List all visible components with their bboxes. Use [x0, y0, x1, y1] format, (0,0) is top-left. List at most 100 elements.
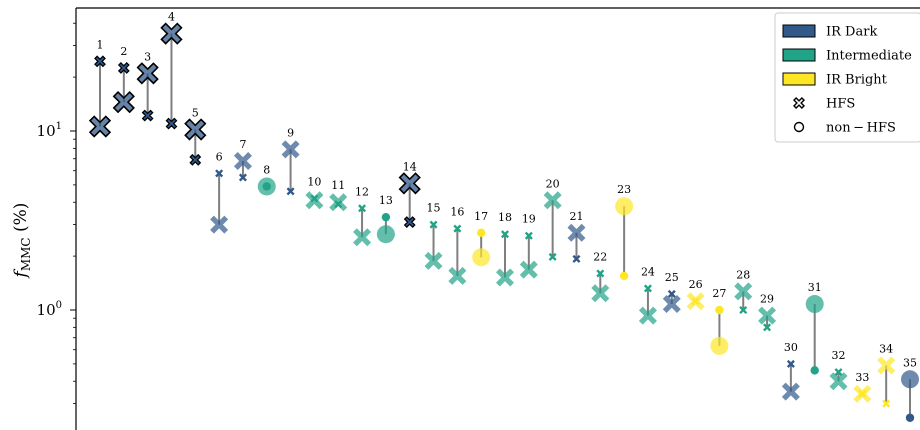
big-hfs-marker [184, 118, 207, 141]
big-hfs-marker [353, 228, 372, 247]
small-hfs-marker [548, 252, 557, 261]
point-label: 3 [144, 50, 151, 63]
point-label: 1 [97, 38, 104, 51]
point-label: 21 [569, 210, 583, 223]
data-point-6: 6 [210, 150, 229, 234]
data-point-24: 24 [638, 265, 657, 325]
big-nonhfs-marker [805, 295, 824, 314]
legend-label: non − HFS [826, 121, 896, 136]
point-label: 8 [263, 163, 270, 176]
big-hfs-marker [567, 223, 586, 242]
small-hfs-marker [117, 62, 130, 74]
small-nonhfs-marker [381, 212, 391, 222]
point-label: 4 [168, 11, 175, 24]
y-axis-label-unit: (%) [11, 203, 31, 238]
legend-hfs-icon [793, 97, 805, 109]
legend-swatch [782, 72, 816, 86]
big-hfs-marker [448, 266, 467, 285]
big-nonhfs-marker [710, 336, 729, 355]
small-hfs-marker [189, 153, 202, 166]
small-hfs-marker [286, 187, 295, 196]
small-nonhfs-marker [619, 271, 629, 281]
data-point-31: 31 [805, 281, 824, 375]
y-axis-label: fMMC (%) [11, 203, 33, 280]
point-label: 26 [689, 278, 703, 291]
data-point-25: 25 [662, 271, 681, 314]
point-label: 20 [546, 177, 560, 190]
data-point-20: 20 [543, 177, 562, 261]
big-hfs-marker [638, 306, 657, 325]
big-hfs-marker [424, 251, 443, 270]
point-label: 34 [879, 342, 893, 355]
legend-label: Intermediate [826, 49, 912, 64]
point-label: 7 [239, 138, 246, 151]
big-hfs-marker [734, 282, 753, 301]
small-hfs-marker [763, 323, 772, 332]
data-point-11: 11 [329, 179, 348, 212]
small-hfs-marker [94, 55, 106, 68]
data-point-3: 3 [136, 50, 159, 122]
data-point-28: 28 [734, 268, 753, 314]
point-label: 31 [808, 281, 822, 294]
legend: IR Dark Intermediate IR Bright HFS non − HFS [774, 12, 920, 143]
big-hfs-marker [281, 140, 300, 159]
data-point-10: 10 [305, 175, 324, 210]
big-hfs-marker [686, 292, 705, 311]
y-axis-label-main: f [11, 268, 31, 279]
y-axis-label-sub: MMC [19, 237, 33, 271]
small-nonhfs-marker [715, 305, 724, 315]
point-label: 17 [474, 210, 488, 223]
data-point-26: 26 [686, 278, 705, 311]
small-hfs-marker [429, 220, 438, 229]
y-tick-label: 101 [37, 121, 62, 140]
data-point-34: 34 [877, 342, 896, 408]
legend-frame [774, 12, 920, 143]
y-tick-exponent: 0 [56, 300, 62, 311]
data-point-9: 9 [281, 126, 300, 196]
legend-swatch [782, 48, 816, 62]
data-point-23: 23 [615, 183, 634, 281]
point-label: 29 [760, 293, 774, 306]
big-hfs-marker [662, 295, 681, 314]
big-hfs-marker [853, 384, 872, 403]
point-label: 33 [855, 371, 869, 384]
y-tick-base: 10 [37, 122, 56, 140]
legend-label: IR Dark [826, 25, 877, 40]
point-label: 27 [712, 287, 726, 300]
legend-label: IR Bright [826, 73, 888, 88]
data-point-12: 12 [353, 185, 372, 247]
big-nonhfs-marker [901, 370, 919, 389]
data-point-18: 18 [496, 211, 514, 287]
data-point-8: 8 [257, 163, 276, 196]
small-hfs-marker [572, 254, 581, 263]
data-point-32: 32 [829, 349, 848, 391]
data-point-27: 27 [710, 287, 729, 355]
point-label: 22 [593, 250, 607, 263]
big-hfs-marker [591, 284, 610, 303]
legend-label: HFS [826, 97, 855, 112]
point-label: 24 [641, 265, 655, 278]
data-point-15: 15 [424, 202, 443, 270]
big-hfs-marker [829, 372, 848, 391]
small-hfs-marker [882, 399, 891, 408]
plot-area [75, 7, 920, 430]
data-point-29: 29 [758, 293, 777, 332]
y-tick-label: 100 [37, 300, 62, 319]
big-hfs-marker [160, 22, 183, 45]
point-label: 6 [216, 150, 223, 163]
point-label: 19 [522, 213, 536, 226]
small-hfs-marker [238, 173, 247, 182]
data-point-19: 19 [519, 213, 538, 279]
small-hfs-marker [739, 306, 748, 314]
y-tick-base: 10 [37, 301, 56, 319]
small-hfs-marker [786, 359, 795, 368]
small-hfs-marker [215, 169, 224, 178]
small-hfs-marker [643, 284, 652, 293]
big-hfs-marker [519, 260, 538, 279]
big-nonhfs-marker [257, 177, 276, 196]
data-point-16: 16 [448, 206, 467, 285]
point-label: 18 [498, 211, 512, 224]
